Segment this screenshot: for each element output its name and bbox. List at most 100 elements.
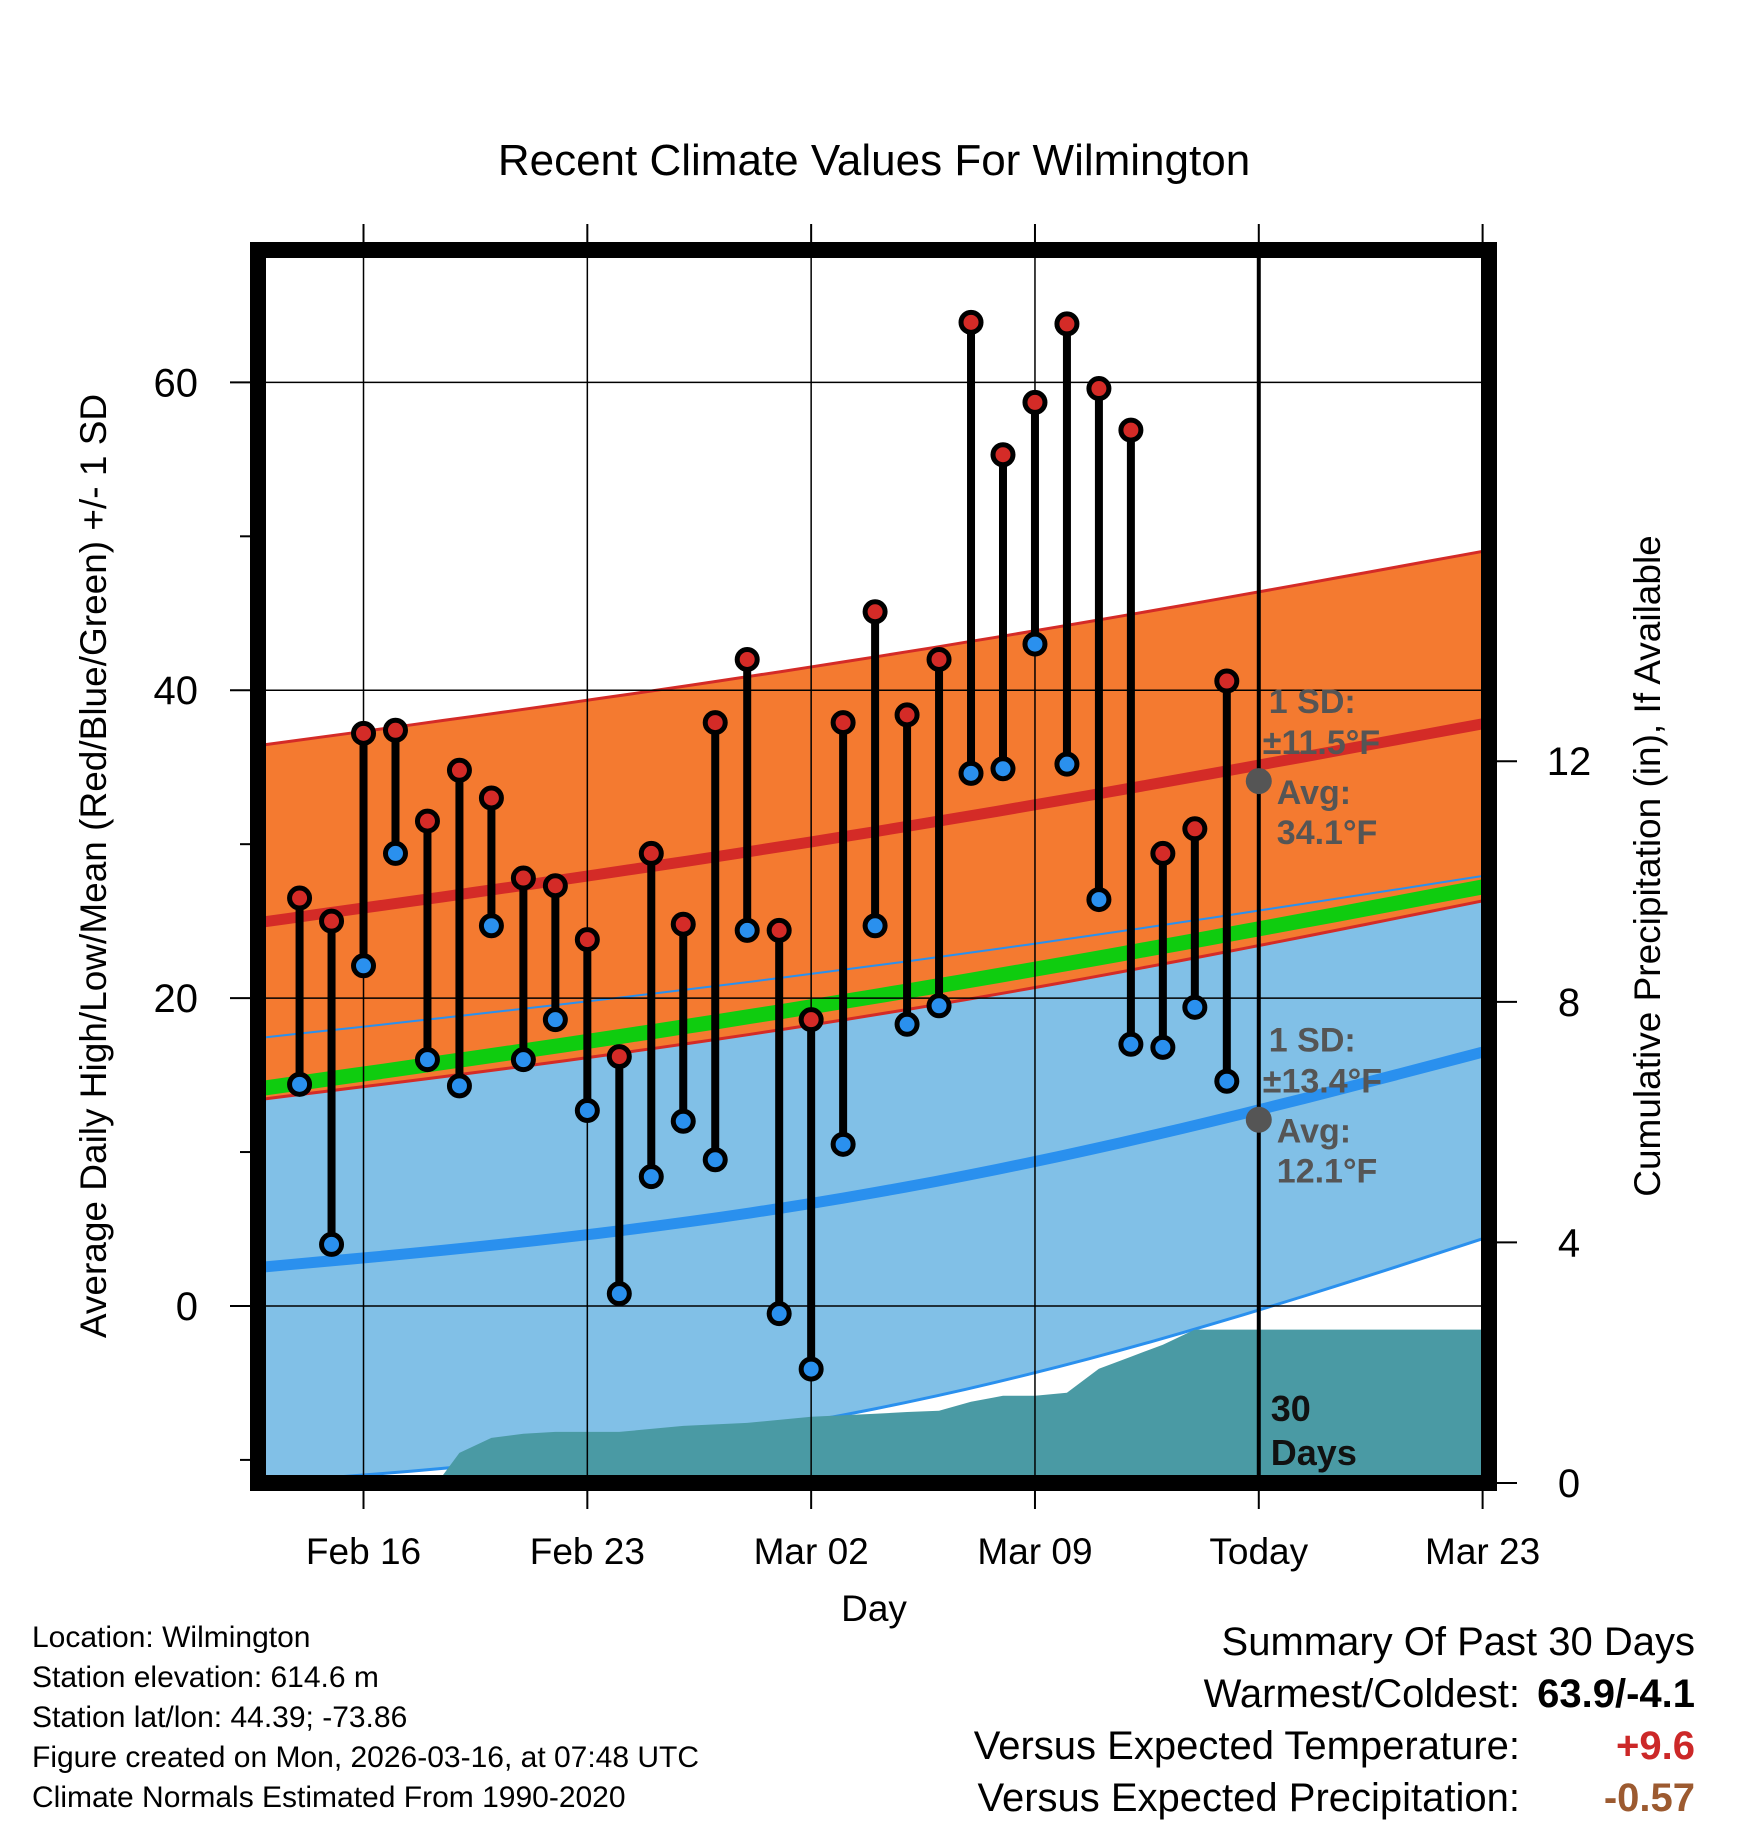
x-tick-label: Today [1209,1531,1308,1572]
daily-high-point [319,908,345,934]
daily-high-point [926,646,952,672]
daily-high-point [1150,840,1176,866]
y2-tick-label: 12 [1547,740,1592,784]
daily-low-point [830,1131,856,1157]
daily-high-point [862,599,888,625]
y-axis-label: Average Daily High/Low/Mean (Red/Blue/Gr… [73,394,114,1338]
high-avg-label: Avg: [1277,774,1351,812]
x-tick-label: Mar 23 [1425,1531,1540,1572]
info-latlon: Station lat/lon: 44.39; -73.86 [32,1701,408,1734]
daily-high-point [670,911,696,937]
info-elevation: Station elevation: 614.6 m [32,1661,379,1694]
daily-low-point [542,1007,568,1033]
daily-low-point [1182,994,1208,1020]
daily-high-point [606,1044,632,1070]
high-avg-marker [1245,768,1272,795]
daily-high-point [958,309,984,335]
daily-high-point [351,720,377,746]
daily-low-point [1022,631,1048,657]
summary-precip-label: Versus Expected Precipitation: [977,1776,1520,1820]
daily-high-point [1118,417,1144,443]
daily-high-point [830,710,856,736]
daily-low-point [1054,751,1080,777]
daily-high-point [1086,376,1112,402]
plot-frame [250,242,1497,1491]
chart-title: Recent Climate Values For Wilmington [498,136,1250,185]
daily-high-point [1214,668,1240,694]
daily-high-point [766,917,792,943]
y2-axis-label: Cumulative Precipitation (in), If Availa… [1627,535,1668,1197]
y-tick-label: 40 [154,669,199,713]
daily-low-point [606,1281,632,1307]
x-tick-label: Mar 09 [977,1531,1092,1572]
daily-high-point [1054,311,1080,337]
y2-tick-label: 4 [1558,1221,1580,1265]
low-avg-value: 12.1°F [1277,1153,1378,1191]
daily-high-point [734,646,760,672]
summary-temp-value: +9.6 [1616,1724,1695,1768]
daily-low-point [798,1356,824,1382]
daily-low-point [990,756,1016,782]
daily-high-point [798,1007,824,1033]
daily-low-point [319,1231,345,1257]
daily-high-point [542,873,568,899]
high-sd-value: ±11.5°F [1263,724,1380,762]
summary-warmest-value: 63.9/-4.1 [1537,1672,1695,1716]
summary-precip-row: Versus Expected Precipitation: -0.57 [795,1772,1695,1824]
low-avg-label: Avg: [1277,1113,1351,1151]
summary-precip-value: -0.57 [1603,1776,1695,1820]
y2-tick-label: 0 [1558,1462,1580,1506]
daily-low-point [670,1108,696,1134]
daily-low-point [958,760,984,786]
info-created: Figure created on Mon, 2026-03-16, at 07… [32,1741,700,1774]
precipitation-area [437,1329,1489,1483]
x-axis-label: Day [841,1588,907,1629]
x-tick-label: Mar 02 [754,1531,869,1572]
daily-high-point [414,808,440,834]
daily-low-point [894,1011,920,1037]
daily-high-point [1022,389,1048,415]
daily-high-point [574,927,600,953]
daily-high-point [894,702,920,728]
summary-temp-label: Versus Expected Temperature: [973,1724,1520,1768]
daily-high-point [1182,816,1208,842]
daily-low-point [1086,887,1112,913]
daily-low-point [1118,1031,1144,1057]
daily-low-point [287,1071,313,1097]
low-sd-label: 1 SD: [1269,1022,1356,1060]
daily-low-point [1214,1068,1240,1094]
normal-low-line [258,1045,1489,1273]
daily-low-point [638,1164,664,1190]
daily-low-point [734,917,760,943]
summary-title: Summary Of Past 30 Days [1221,1620,1695,1664]
daily-low-point [510,1047,536,1073]
summary-warmest-row: Warmest/Coldest: 63.9/-4.1 [795,1668,1695,1720]
daily-low-point [1150,1034,1176,1060]
daily-high-point [638,840,664,866]
daily-high-point [287,885,313,911]
low-sd-value: ±13.4°F [1263,1063,1382,1101]
high-sd-label: 1 SD: [1269,683,1356,721]
daily-low-point [446,1073,472,1099]
high-avg-value: 34.1°F [1277,814,1378,852]
y-tick-label: 0 [176,1285,198,1329]
days-word-label: Days [1271,1432,1357,1473]
daily-low-point [382,840,408,866]
daily-high-point [382,717,408,743]
daily-low-point [862,913,888,939]
daily-low-point [351,953,377,979]
daily-high-point [478,785,504,811]
x-tick-label: Feb 16 [306,1531,421,1572]
station-info: Location: Wilmington Station elevation: … [32,1618,699,1818]
days-count-label: 30 [1271,1388,1311,1429]
daily-high-point [446,757,472,783]
daily-low-point [766,1301,792,1327]
info-location: Location: Wilmington [32,1621,311,1654]
y-tick-label: 60 [154,361,199,405]
x-tick-label: Feb 23 [530,1531,645,1572]
daily-low-point [574,1097,600,1123]
daily-high-point [702,710,728,736]
summary-panel: Summary Of Past 30 Days Warmest/Coldest:… [795,1616,1695,1824]
daily-low-point [478,913,504,939]
y-tick-label: 20 [154,977,199,1021]
